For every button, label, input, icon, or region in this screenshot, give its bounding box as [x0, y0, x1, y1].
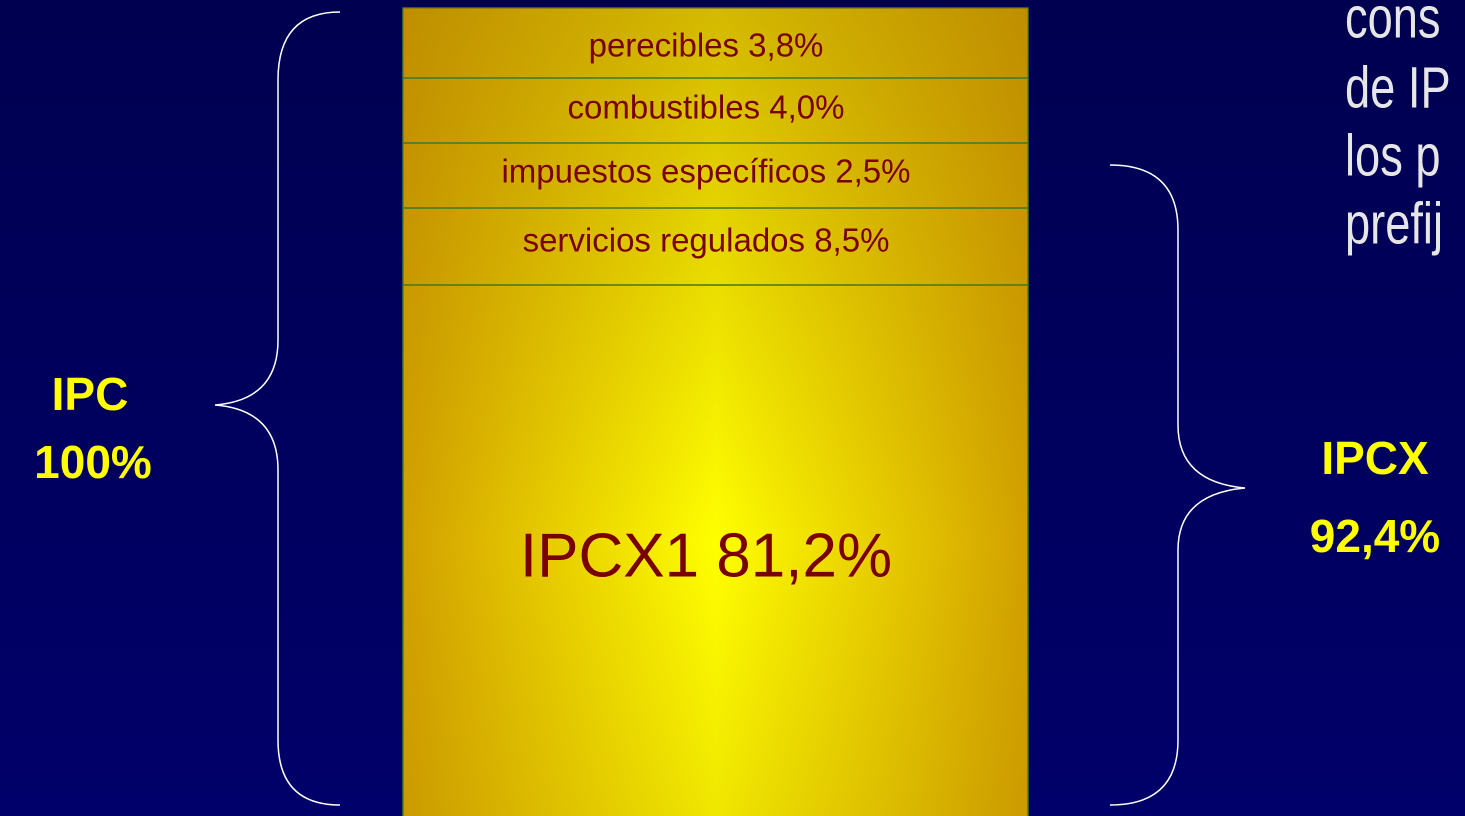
side-line: cons [1345, 0, 1441, 51]
left-brace [214, 11, 341, 806]
group-label: 100% [34, 436, 152, 488]
dividers [403, 77, 1028, 286]
segment-label: impuestos específicos 2,5% [501, 153, 910, 190]
side-line: los p [1345, 124, 1441, 189]
segment-label: servicios regulados 8,5% [523, 222, 890, 259]
group-label: IPC [52, 368, 129, 420]
segment-label: combustibles 4,0% [568, 89, 845, 126]
group-label: 92,4% [1310, 510, 1440, 562]
core-label: IPCX1 81,2% [520, 521, 892, 590]
side-text: cons de IP los p prefij [1345, 0, 1451, 257]
segment-label: perecibles 3,8% [589, 27, 824, 64]
stack-shade [403, 8, 1028, 816]
side-line: prefij [1345, 192, 1443, 257]
group-label: IPCX [1321, 432, 1429, 484]
right-brace [1109, 164, 1246, 806]
side-line: de IP [1345, 56, 1451, 121]
